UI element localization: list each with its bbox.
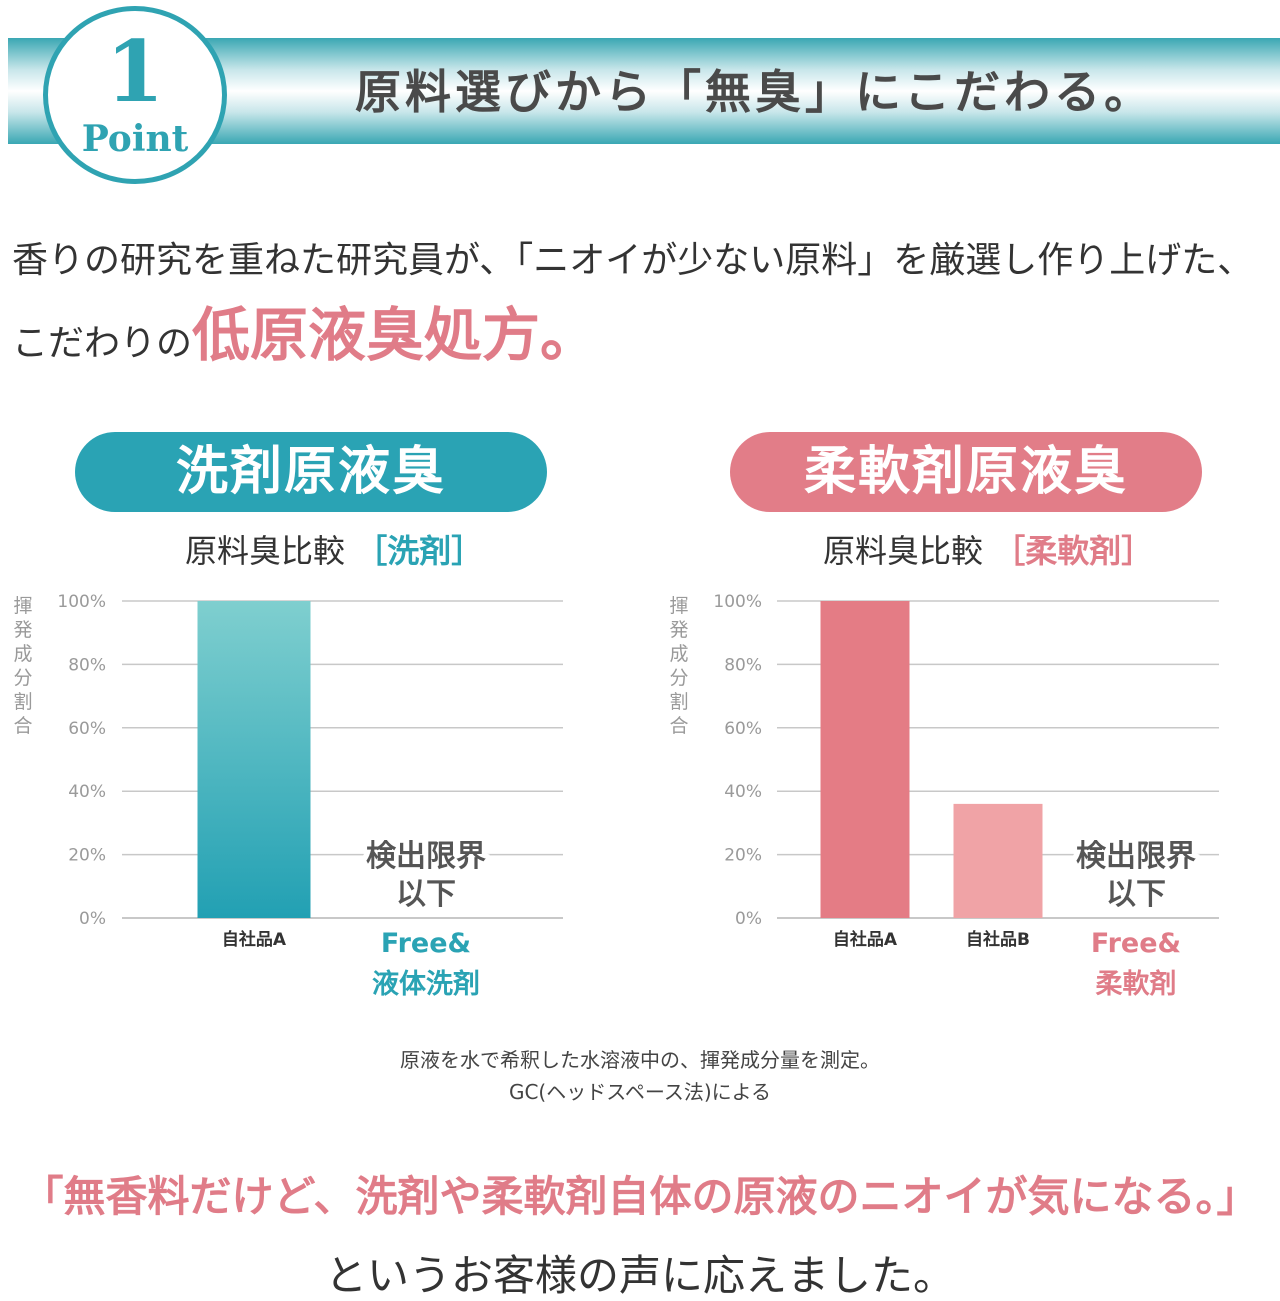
detergent-y-tick-label: 20%	[68, 846, 106, 866]
detergent-chart-title-main: 原料臭比較	[185, 532, 346, 570]
detergent-y-axis-label: 割	[13, 691, 32, 713]
detergent-y-axis-label: 発	[13, 619, 32, 641]
softener-chart-title-main: 原料臭比較	[823, 532, 984, 570]
softener-bar	[953, 803, 1043, 918]
detergent-detection-limit-label: 以下	[396, 877, 456, 912]
footnote-method: 原液を水で希釈した水溶液中の、揮発成分量を測定。	[400, 1048, 880, 1072]
customer-quote: 「無香料だけど、洗剤や柔軟剤自体の原液のニオイが気になる。」	[21, 1172, 1259, 1221]
footnote-source: GC(ヘッドスペース法)による	[508, 1080, 772, 1104]
softener-y-tick-label: 20%	[724, 846, 762, 866]
softener-chart-title-bracket: ［柔軟剤］	[993, 532, 1154, 570]
page-title: 原料選びから「無臭」にこだわる。	[355, 65, 1155, 119]
softener-section-pill: 柔軟剤原液臭	[730, 432, 1202, 512]
softener-y-axis-label: 分	[669, 667, 688, 689]
detergent-y-tick-label: 60%	[68, 719, 106, 739]
softener-y-axis-label: 揮	[669, 595, 688, 617]
detergent-category-label: 液体洗剤	[372, 968, 480, 1000]
softener-y-axis-label: 発	[669, 619, 688, 641]
softener-bar	[820, 601, 910, 918]
softener-y-tick-label: 0%	[735, 909, 762, 929]
softener-y-axis-label: 割	[669, 691, 688, 713]
detergent-y-tick-label: 100%	[57, 592, 106, 612]
softener-category-label: 自社品A	[833, 929, 898, 950]
point-badge: 1 Point	[43, 6, 227, 184]
detergent-section-pill: 洗剤原液臭	[75, 432, 547, 512]
softener-y-axis-label: 合	[669, 715, 688, 737]
softener-y-tick-label: 80%	[724, 655, 762, 675]
softener-category-label: 自社品B	[966, 929, 1030, 950]
detergent-chart-title-bracket: ［洗剤］	[355, 532, 484, 570]
softener-chart-title: 原料臭比較 ［柔軟剤］	[823, 528, 1153, 574]
detergent-y-axis-label: 分	[13, 667, 32, 689]
softener-category-label: Free&	[1091, 928, 1181, 959]
detergent-detection-limit-label: 検出限界	[366, 839, 486, 874]
detergent-y-tick-label: 80%	[68, 655, 106, 675]
softener-detection-limit-label: 検出限界	[1076, 839, 1196, 874]
detergent-y-axis-label: 揮	[13, 595, 32, 617]
point-number: 1	[105, 22, 165, 121]
softener-y-tick-label: 60%	[724, 719, 762, 739]
intro-text: 香りの研究を重ねた研究員が、「ニオイが少ない原料」を厳選し作り上げた、	[12, 240, 1254, 281]
detergent-bar	[197, 601, 311, 918]
detergent-y-tick-label: 40%	[68, 782, 106, 802]
softener-y-axis-label: 成	[669, 643, 688, 665]
detergent-y-axis-label: 合	[13, 715, 32, 737]
detergent-category-label: Free&	[381, 928, 471, 959]
detergent-chart-title: 原料臭比較 ［洗剤］	[185, 528, 483, 574]
intro-accent: 低原液臭処方。	[192, 301, 599, 369]
softener-y-tick-label: 100%	[713, 592, 762, 612]
softener-y-tick-label: 40%	[724, 782, 762, 802]
intro-prefix: こだわりの	[12, 323, 193, 364]
softener-category-label: 柔軟剤	[1096, 968, 1177, 1000]
detergent-category-label: 自社品A	[222, 929, 287, 950]
detergent-y-axis-label: 成	[13, 643, 32, 665]
closing-statement: というお客様の声に応えました。	[324, 1251, 955, 1300]
detergent-y-tick-label: 0%	[79, 909, 106, 929]
intro-headline: こだわりの低原液臭処方。	[12, 305, 598, 374]
softener-detection-limit-label: 以下	[1106, 877, 1166, 912]
point-label: Point	[81, 118, 189, 160]
